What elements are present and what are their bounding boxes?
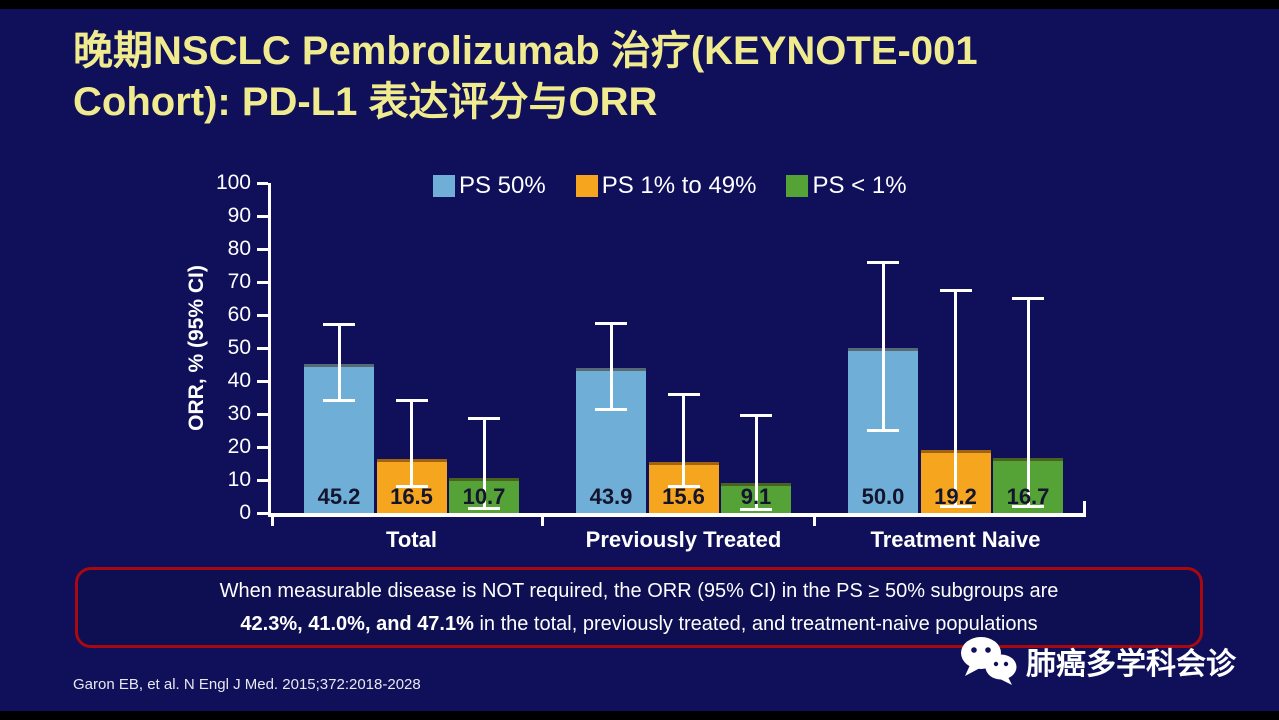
error-bar-line — [954, 290, 957, 507]
y-axis-tick-label: 30 — [227, 402, 251, 425]
wechat-branding: 肺癌多学科会诊 — [960, 636, 1236, 686]
error-bar-cap-top — [468, 417, 500, 421]
error-bar-cap-bottom — [395, 485, 428, 489]
category-label-1: Previously Treated — [585, 527, 782, 552]
error-bar-cap-bottom — [1012, 504, 1044, 508]
error-bar-cap-top — [1012, 297, 1044, 300]
legend-label: PS < 1% — [812, 172, 907, 199]
error-bar-cap-bottom — [867, 429, 899, 432]
citation: Garon EB, et al. N Engl J Med. 2015;372:… — [73, 676, 421, 693]
y-axis-tick — [257, 478, 268, 482]
y-axis-tick-label: 10 — [227, 468, 251, 491]
y-axis-tick-label: 60 — [227, 303, 251, 326]
legend-item-0: PS 50% — [433, 172, 546, 200]
bottom-black-strip — [0, 711, 1279, 720]
legend-item-2: PS < 1% — [786, 172, 907, 200]
bar-value-label: 43.9 — [589, 484, 633, 509]
plot-area: 0 10 20 30 40 50 60 70 80 90 100 45.2 16.5 10.7 43.9 15… — [216, 172, 1086, 526]
error-bar-line — [1026, 298, 1030, 507]
error-bar-cap-bottom — [323, 399, 355, 403]
bar-group-2: 50.0 19.2 16.7 — [848, 183, 1063, 513]
bar-group-1: 43.9 15.6 9.1 — [576, 183, 791, 513]
y-axis-tick-label: 90 — [227, 204, 251, 227]
bar-value-label: 10.7 — [462, 484, 506, 509]
error-bar-cap-top — [595, 321, 627, 325]
error-bar-cap-top — [740, 414, 772, 418]
error-bar-cap-bottom — [939, 504, 972, 508]
bar-value-label: 19.2 — [934, 484, 977, 509]
y-axis-tick — [257, 181, 268, 185]
x-axis-end-tick — [1083, 501, 1086, 513]
error-bar-line — [337, 324, 341, 401]
bar-value-label: 50.0 — [861, 484, 905, 509]
top-black-strip — [0, 0, 1279, 9]
y-axis-tick-label: 70 — [227, 270, 251, 293]
bar-value-label: 16.5 — [390, 484, 433, 509]
error-bar-cap-top — [667, 392, 700, 396]
callout-bold-values: 42.3%, 41.0%, and 47.1% — [240, 613, 474, 635]
callout-line1: When measurable disease is NOT required,… — [219, 580, 1059, 602]
y-axis-tick-label: 0 — [239, 501, 251, 524]
page-title-line2: Cohort): PD-L1 表达评分与ORR — [73, 80, 658, 124]
y-axis-tick-label: 100 — [215, 171, 251, 194]
legend-label: PS 1% to 49% — [601, 172, 757, 199]
y-axis-tick — [257, 511, 268, 515]
page-title: 晚期NSCLC Pembrolizumab 治疗(KEYNOTE-001 Coh… — [73, 26, 1193, 128]
bar-value-label: 15.6 — [662, 484, 705, 509]
error-bar-cap-top — [867, 260, 899, 264]
category-label-2: Treatment Naive — [870, 527, 1041, 552]
legend-label: PS 50% — [459, 172, 546, 199]
error-bar-cap-bottom — [667, 485, 700, 489]
legend-swatch-icon — [433, 175, 455, 197]
x-axis-tick — [812, 516, 816, 526]
error-bar-line — [881, 262, 885, 431]
y-axis-tick-label: 20 — [227, 435, 251, 458]
error-bar-cap-top — [395, 399, 428, 403]
error-bar-line — [410, 400, 413, 487]
error-bar-line — [682, 394, 685, 487]
error-bar-line — [754, 415, 758, 510]
y-axis-tick-label: 40 — [227, 369, 251, 392]
y-axis-tick — [257, 280, 268, 284]
y-axis-tick-label: 80 — [227, 237, 251, 260]
y-axis-tick — [257, 412, 268, 416]
y-axis-tick — [257, 313, 268, 317]
x-axis-tick — [541, 516, 545, 526]
page-title-line1: 晚期NSCLC Pembrolizumab 治疗(KEYNOTE-001 — [73, 29, 978, 73]
bar-value-label: 45.2 — [317, 484, 361, 509]
chart-legend: PS 50% PS 1% to 49% PS < 1% — [433, 172, 907, 200]
y-axis-tick — [257, 247, 268, 251]
error-bar-cap-bottom — [740, 508, 772, 512]
bar-value-label: 9.1 — [740, 484, 772, 509]
legend-item-1: PS 1% to 49% — [575, 172, 757, 200]
callout-box: When measurable disease is NOT required,… — [75, 567, 1203, 648]
error-bar-cap-bottom — [468, 506, 500, 510]
y-axis-tick — [257, 445, 268, 449]
callout-line2-rest: in the total, previously treated, and tr… — [473, 613, 1038, 635]
y-axis-tick — [257, 379, 268, 383]
bar-value-label: 16.7 — [1006, 484, 1050, 509]
y-axis-tick-label: 50 — [227, 336, 251, 359]
error-bar-cap-top — [939, 288, 972, 292]
legend-swatch-icon — [575, 175, 598, 197]
legend-swatch-icon — [786, 175, 809, 197]
y-axis-tick — [257, 346, 268, 350]
wechat-icon — [960, 636, 1018, 686]
error-bar-line — [482, 418, 486, 509]
error-bar-cap-top — [323, 323, 355, 327]
x-axis-tick — [271, 516, 274, 526]
y-axis-tick — [257, 214, 268, 218]
bar-group-0: 45.2 16.5 10.7 — [304, 183, 519, 513]
error-bar-cap-bottom — [595, 407, 627, 411]
category-label-0: Total — [386, 527, 437, 552]
wechat-account-name: 肺癌多学科会诊 — [1026, 648, 1236, 681]
error-bar-line — [609, 323, 613, 410]
